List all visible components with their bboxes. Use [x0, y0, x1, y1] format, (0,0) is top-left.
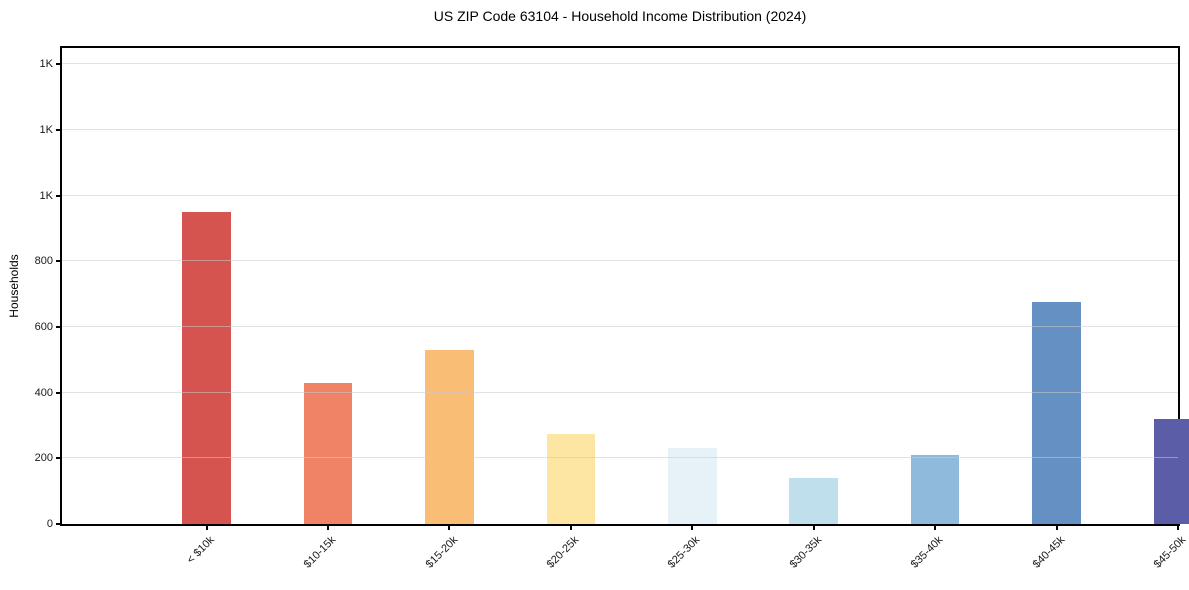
- y-tick: [56, 391, 60, 394]
- x-tick-label: $45-50k: [1151, 534, 1189, 571]
- y-tick-label: 1K: [39, 58, 53, 71]
- x-tick-label: $40-45k: [1030, 534, 1068, 571]
- x-tick: [569, 526, 572, 530]
- x-tick: [1177, 526, 1179, 530]
- gridline: [62, 326, 1178, 328]
- bar: [910, 455, 960, 524]
- y-tick-label: 400: [34, 386, 53, 399]
- x-tick: [1055, 526, 1058, 530]
- x-tick: [812, 526, 815, 530]
- bar: [1153, 418, 1189, 524]
- y-tick-label: 1K: [39, 124, 53, 137]
- gridline: [62, 457, 1178, 459]
- bar: [546, 433, 596, 524]
- plot-area: [60, 46, 1189, 526]
- x-tick-label: $35-40k: [909, 534, 946, 571]
- chart-title: US ZIP Code 63104 - Household Income Dis…: [433, 8, 807, 24]
- x-tick-label: < $10k: [184, 534, 217, 567]
- x-tick: [691, 526, 694, 530]
- bar: [182, 212, 231, 524]
- gridline: [62, 260, 1178, 262]
- y-tick-label: 0: [46, 518, 53, 530]
- x-tick-label: $15-20k: [423, 534, 460, 571]
- x-tick-label: $20-25k: [544, 534, 582, 571]
- gridline: [62, 129, 1178, 131]
- y-tick-label: 600: [34, 321, 53, 334]
- y-axis-label: Households: [7, 254, 21, 318]
- y-tick: [56, 63, 60, 66]
- x-tick: [205, 526, 208, 530]
- x-tick: [448, 526, 451, 530]
- y-tick: [56, 523, 60, 525]
- gridline: [62, 63, 1178, 65]
- bar: [425, 350, 474, 524]
- y-tick-label: 800: [34, 255, 53, 268]
- bar: [667, 447, 717, 524]
- y-tick: [56, 194, 60, 197]
- x-tick-label: $30-35k: [787, 534, 825, 571]
- gridline: [62, 194, 1178, 196]
- x-tick-label: $10-15k: [301, 534, 339, 571]
- x-tick: [934, 526, 937, 530]
- y-tick: [56, 129, 60, 132]
- gridline: [62, 391, 1178, 393]
- y-tick: [56, 326, 60, 329]
- bar: [303, 382, 353, 524]
- bar: [789, 478, 838, 524]
- bar: [1032, 302, 1081, 524]
- x-tick: [326, 526, 329, 530]
- y-tick: [56, 457, 60, 460]
- y-tick: [56, 260, 60, 263]
- y-tick-label: 200: [34, 452, 53, 465]
- x-tick-label: $25-30k: [666, 534, 703, 571]
- y-tick-label: 1K: [39, 189, 53, 202]
